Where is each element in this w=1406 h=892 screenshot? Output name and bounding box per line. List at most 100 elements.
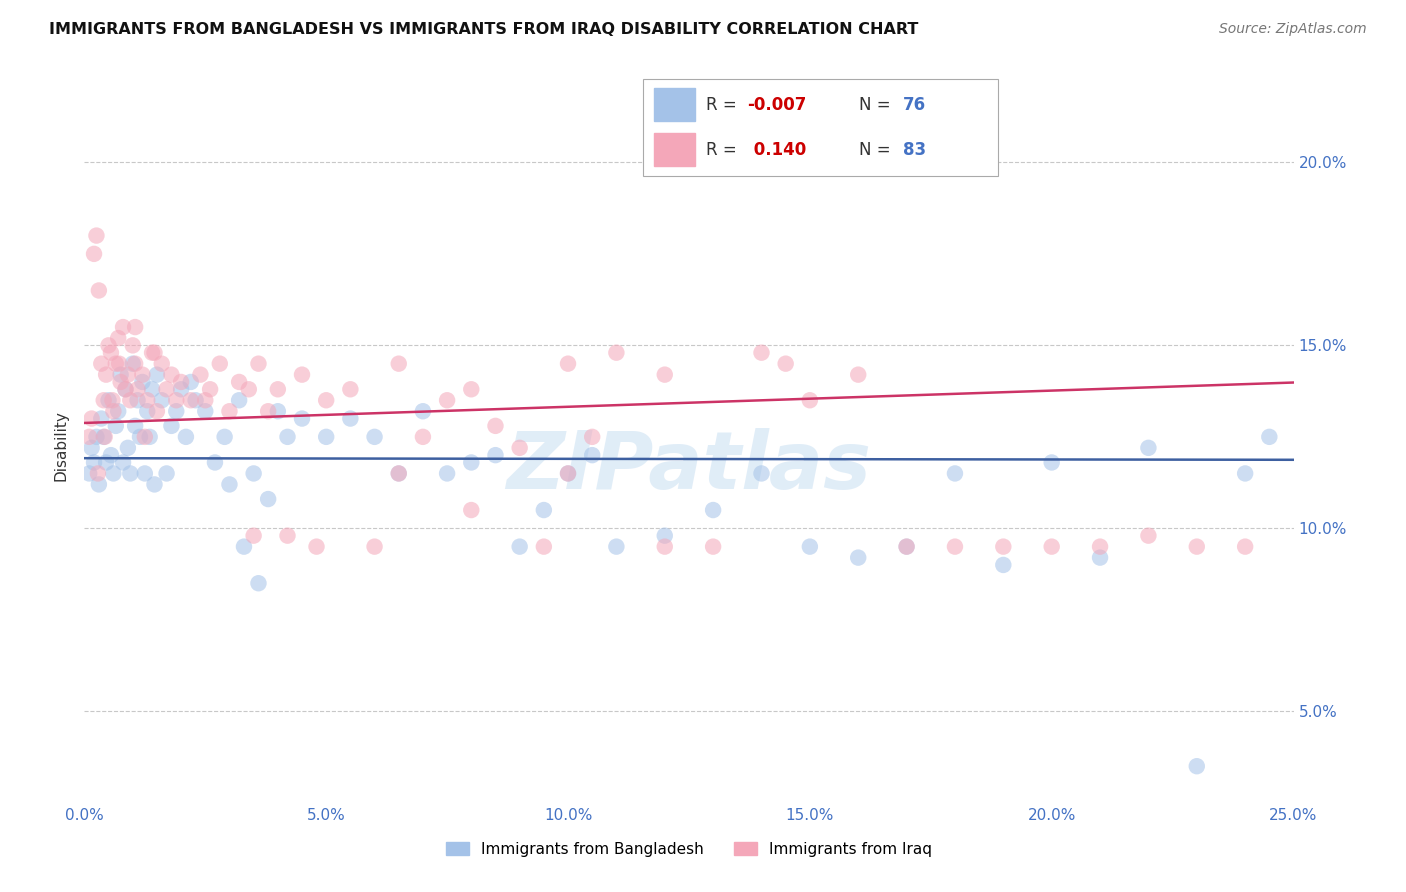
Point	[129, 430, 152, 444]
Point	[460, 455, 482, 469]
Point	[165, 404, 187, 418]
Point	[143, 477, 166, 491]
Point	[86, 228, 108, 243]
Point	[90, 411, 112, 425]
Point	[174, 430, 197, 444]
Point	[131, 368, 153, 382]
Point	[267, 404, 290, 418]
Point	[315, 393, 337, 408]
Point	[93, 430, 115, 444]
Point	[101, 393, 124, 408]
Point	[117, 441, 139, 455]
Point	[93, 393, 115, 408]
Point	[1137, 441, 1160, 455]
Point	[305, 540, 328, 554]
Point	[103, 467, 125, 481]
Point	[228, 393, 250, 408]
Point	[198, 382, 221, 396]
Point	[388, 467, 411, 481]
Point	[100, 345, 122, 359]
Point	[702, 540, 724, 554]
Point	[86, 430, 108, 444]
Text: -0.007: -0.007	[748, 95, 807, 113]
Point	[97, 393, 120, 408]
Point	[136, 393, 159, 408]
Point	[267, 382, 290, 396]
Point	[136, 404, 159, 418]
Point	[702, 503, 724, 517]
Point	[134, 430, 156, 444]
Point	[291, 368, 314, 382]
Point	[190, 368, 212, 382]
Point	[114, 382, 136, 396]
Point	[104, 418, 127, 433]
Point	[509, 441, 531, 455]
Point	[276, 430, 298, 444]
Point	[94, 455, 117, 469]
Point	[110, 375, 132, 389]
Point	[160, 368, 183, 382]
Point	[257, 491, 280, 506]
Point	[460, 503, 482, 517]
Point	[127, 382, 149, 396]
Bar	[654, 133, 695, 166]
Point	[150, 357, 173, 371]
Point	[484, 448, 506, 462]
Point	[993, 540, 1015, 554]
Point	[233, 540, 256, 554]
Point	[107, 404, 129, 418]
Point	[124, 418, 146, 433]
Point	[155, 467, 177, 481]
Point	[184, 393, 207, 408]
Point	[180, 393, 202, 408]
Text: 83: 83	[903, 141, 927, 159]
Point	[87, 284, 110, 298]
Point	[124, 357, 146, 371]
Text: R =: R =	[706, 95, 741, 113]
Point	[121, 338, 143, 352]
Point	[134, 467, 156, 481]
Point	[896, 540, 918, 554]
Point	[276, 529, 298, 543]
Point	[242, 467, 264, 481]
Text: R =: R =	[706, 141, 741, 159]
Point	[1234, 467, 1257, 481]
Point	[605, 540, 627, 554]
Point	[1088, 550, 1111, 565]
Point	[103, 404, 125, 418]
Text: 76: 76	[903, 95, 927, 113]
Point	[247, 357, 270, 371]
Text: ZIPatlas: ZIPatlas	[506, 428, 872, 507]
Point	[77, 467, 100, 481]
Point	[141, 382, 163, 396]
Point	[436, 467, 458, 481]
Point	[143, 345, 166, 359]
Point	[208, 357, 231, 371]
Point	[218, 404, 240, 418]
Point	[339, 382, 361, 396]
Point	[291, 411, 314, 425]
Text: N =: N =	[859, 141, 896, 159]
Point	[605, 345, 627, 359]
Point	[180, 375, 202, 389]
Point	[799, 540, 821, 554]
Point	[93, 430, 115, 444]
Point	[654, 540, 676, 554]
Point	[104, 357, 127, 371]
Point	[388, 357, 411, 371]
Point	[146, 368, 169, 382]
Point	[90, 357, 112, 371]
Point	[170, 375, 193, 389]
Point	[228, 375, 250, 389]
Point	[896, 540, 918, 554]
Point	[80, 441, 103, 455]
Y-axis label: Disability: Disability	[53, 410, 69, 482]
Point	[194, 404, 217, 418]
Point	[1185, 540, 1208, 554]
Point	[87, 467, 110, 481]
Point	[112, 320, 135, 334]
Point	[943, 467, 966, 481]
Point	[87, 477, 110, 491]
Point	[412, 404, 434, 418]
Text: N =: N =	[859, 95, 896, 113]
